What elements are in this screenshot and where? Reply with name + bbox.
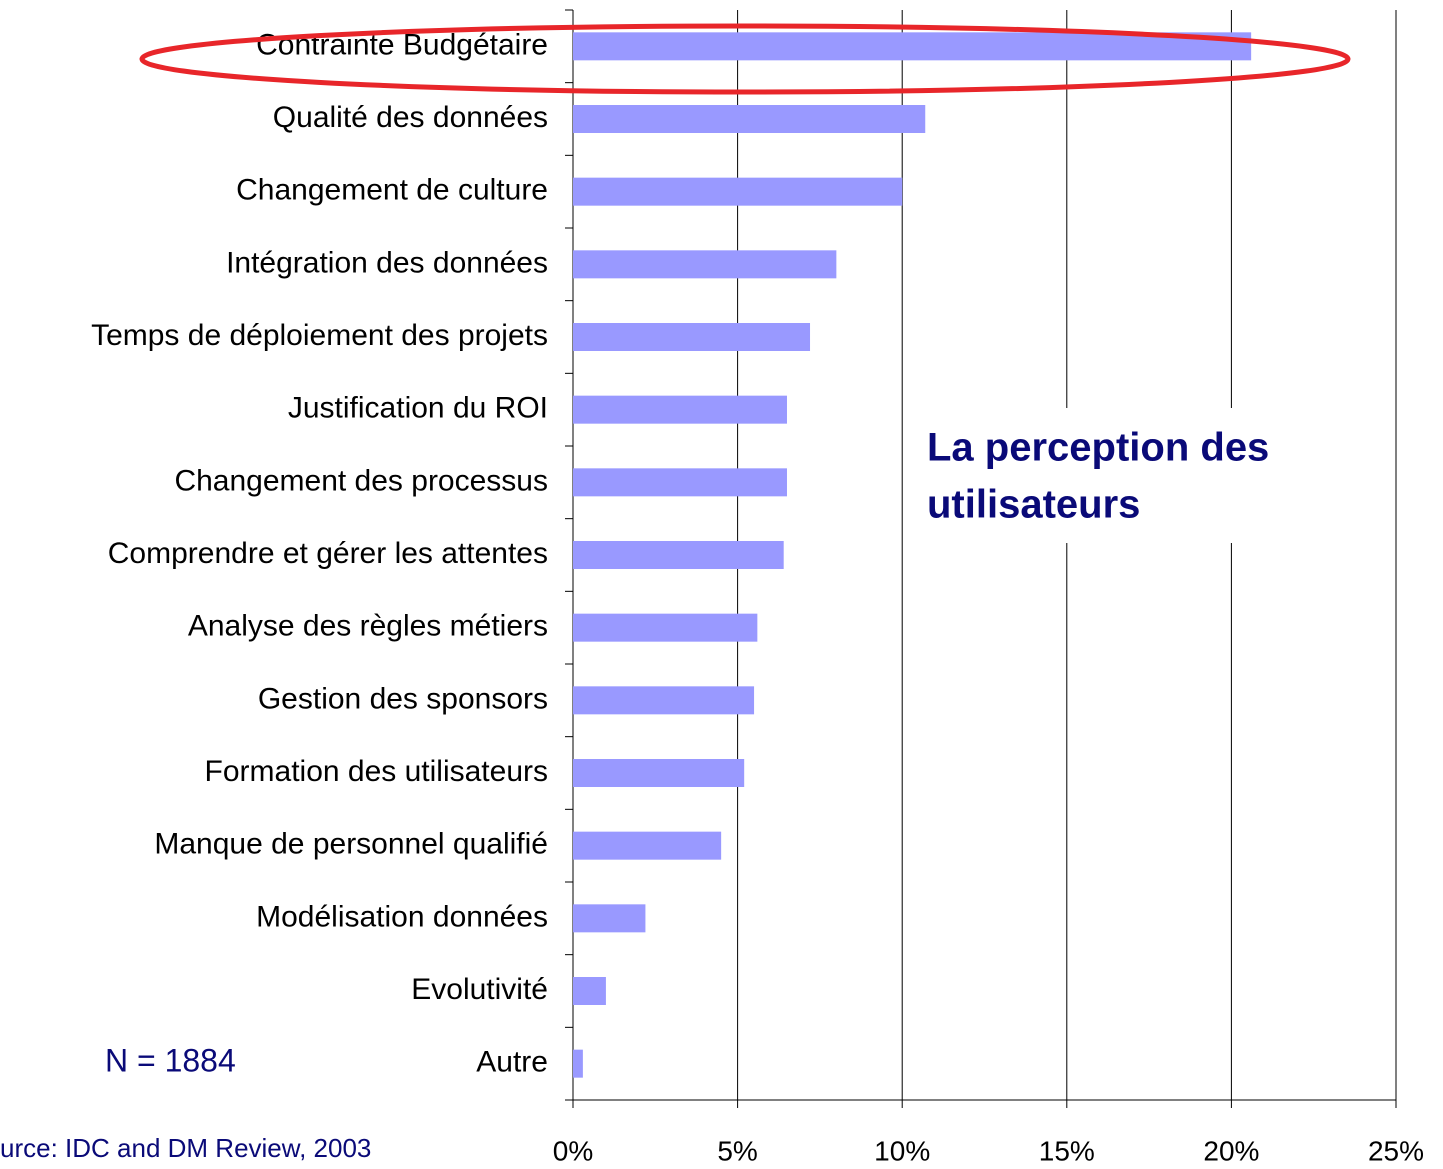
- bar: [573, 831, 722, 860]
- y-tick-label: Qualité des données: [273, 101, 548, 134]
- annotation-background: [915, 408, 1345, 543]
- bar: [573, 1049, 583, 1078]
- bar: [573, 250, 837, 279]
- source: urce: IDC and DM Review, 2003: [0, 1133, 371, 1163]
- bar: [573, 395, 787, 424]
- y-tick-label: Modélisation données: [256, 900, 548, 933]
- note: N = 1884: [105, 1042, 236, 1078]
- highlight-ellipse: [139, 23, 1351, 95]
- x-tick-label: 0%: [553, 1135, 593, 1166]
- bar: [573, 32, 1252, 61]
- bar: [573, 105, 926, 133]
- x-tick-label: 5%: [717, 1135, 757, 1166]
- x-tick-label: 10%: [874, 1135, 930, 1166]
- y-tick-label: Gestion des sponsors: [258, 682, 548, 715]
- bar: [573, 613, 758, 642]
- annotation: La perception des: [927, 426, 1269, 470]
- y-tick-label: Manque de personnel qualifié: [154, 828, 548, 861]
- y-tick-label: Comprendre et gérer les attentes: [108, 537, 548, 570]
- y-tick-label: Changement des processus: [174, 464, 548, 497]
- bar: [573, 759, 745, 787]
- x-tick-label: 25%: [1368, 1135, 1424, 1166]
- y-tick-label: Evolutivité: [411, 973, 548, 1006]
- bar: [573, 686, 755, 715]
- x-tick-label: 20%: [1203, 1135, 1259, 1166]
- bar: [573, 977, 606, 1005]
- bar: [573, 541, 784, 569]
- y-tick-label: Formation des utilisateurs: [205, 755, 548, 788]
- y-tick-label: Autre: [476, 1046, 548, 1079]
- bar: [573, 904, 646, 933]
- bar: [573, 468, 787, 497]
- y-tick-label: Changement de culture: [236, 174, 548, 207]
- y-tick-label: Analyse des règles métiers: [188, 610, 548, 643]
- bar: [573, 177, 903, 206]
- annotation: utilisateurs: [927, 483, 1140, 527]
- y-tick-label: Intégration des données: [226, 246, 548, 279]
- y-tick-label: Justification du ROI: [288, 392, 548, 425]
- y-tick-label: Temps de déploiement des projets: [91, 319, 548, 352]
- bar: [573, 323, 811, 351]
- x-tick-label: 15%: [1039, 1135, 1095, 1166]
